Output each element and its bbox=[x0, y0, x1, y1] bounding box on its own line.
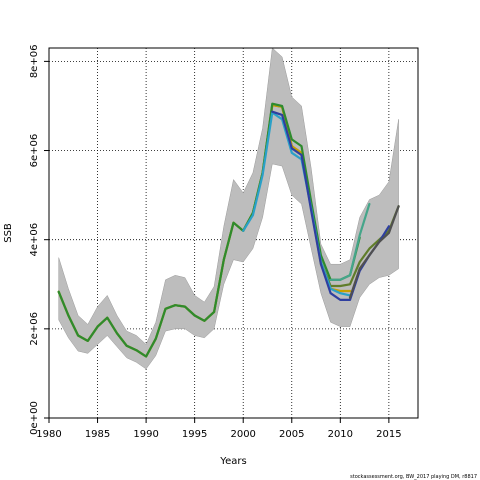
x-tick-label: 1995 bbox=[182, 429, 207, 440]
x-axis-label: Years bbox=[219, 456, 246, 467]
x-tick-label: 1980 bbox=[36, 429, 61, 440]
x-axis: 1980 1985 1990 1995 2000 2005 2010 2015 bbox=[36, 418, 402, 440]
y-axis: 0e+00 2e+06 4e+06 6e+06 8e+06 bbox=[29, 45, 49, 435]
y-tick-label: 0e+00 bbox=[29, 401, 40, 435]
x-tick-label: 2005 bbox=[279, 429, 304, 440]
confidence-band bbox=[58, 47, 399, 370]
series-line-7 bbox=[348, 205, 400, 299]
y-tick-label: 4e+06 bbox=[29, 223, 40, 257]
x-tick-label: 2015 bbox=[376, 429, 401, 440]
series-line-3 bbox=[57, 102, 361, 358]
series-line-4 bbox=[329, 202, 371, 281]
series-line-5 bbox=[242, 111, 352, 297]
plot-frame bbox=[48, 47, 419, 419]
y-axis-label: SSB bbox=[3, 223, 14, 243]
x-tick-label: 1985 bbox=[85, 429, 110, 440]
x-tick-label: 2010 bbox=[328, 429, 353, 440]
x-tick-label: 2000 bbox=[230, 429, 255, 440]
footnote: stockassessment.org, BW_2017 playing DM,… bbox=[350, 474, 477, 480]
y-tick-label: 8e+06 bbox=[29, 45, 40, 79]
series-lines bbox=[57, 102, 400, 358]
y-tick-label: 6e+06 bbox=[29, 134, 40, 168]
y-tick-label: 2e+06 bbox=[29, 312, 40, 346]
x-tick-label: 1990 bbox=[133, 429, 158, 440]
